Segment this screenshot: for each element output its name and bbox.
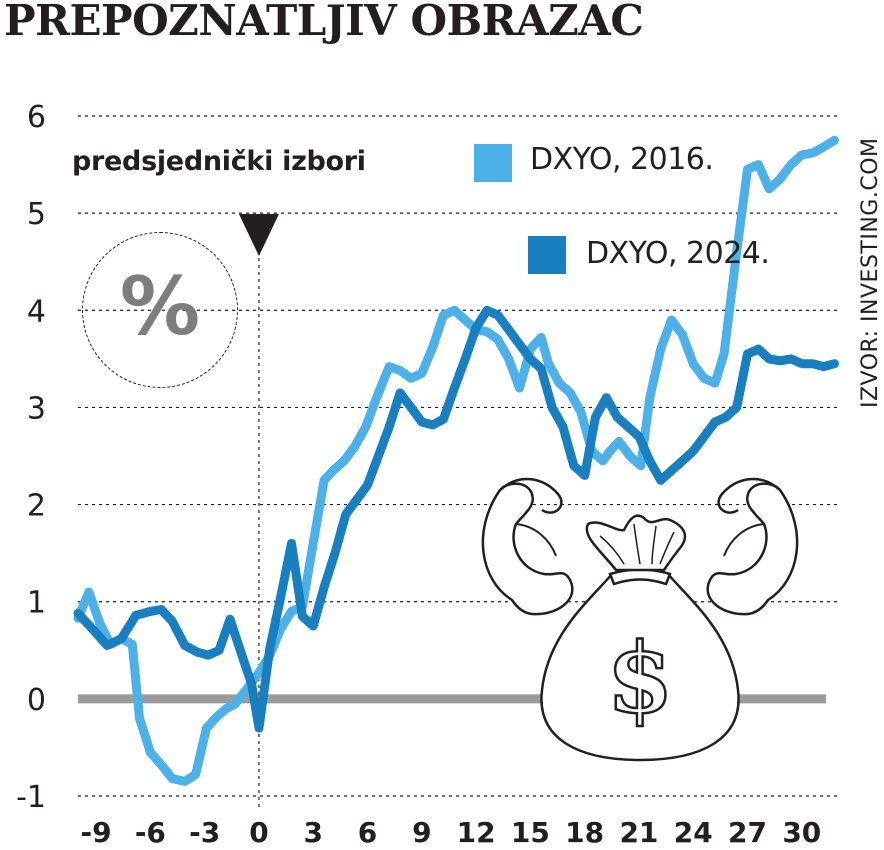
x-tick-label: 24: [674, 816, 713, 849]
y-tick-label: 1: [27, 586, 46, 621]
election-annotation: predsjednički izbori: [72, 146, 366, 177]
x-tick-label: -3: [189, 816, 220, 849]
x-tick-label: 21: [619, 816, 658, 849]
x-tick-label: 9: [412, 816, 431, 849]
legend-label-2024: DXYO, 2024.: [586, 236, 770, 271]
x-tick-label: 12: [457, 816, 496, 849]
y-axis-ticks: -1 0 1 2 3 4 5 6: [16, 100, 46, 815]
svg-text:$: $: [607, 622, 674, 735]
x-tick-label: 3: [303, 816, 322, 849]
series-line-2016: [73, 135, 839, 786]
x-tick-label: 0: [249, 816, 268, 849]
x-tick-label: 15: [511, 816, 550, 849]
percent-sign: %: [119, 260, 201, 353]
x-tick-label: -9: [81, 816, 112, 849]
series-layer: [73, 135, 839, 786]
y-tick-label: 5: [27, 197, 46, 232]
y-tick-label: 4: [27, 294, 46, 329]
percent-badge: %: [82, 232, 238, 388]
election-marker-triangle: [238, 214, 279, 256]
x-tick-label: 6: [358, 816, 377, 849]
y-tick-label: -1: [16, 780, 46, 815]
x-tick-label: -6: [135, 816, 166, 849]
y-tick-label: 2: [27, 489, 46, 524]
legend-label-2016: DXYO, 2016.: [530, 142, 714, 177]
event-marker-layer: [238, 214, 279, 808]
series-line-2024: [73, 305, 839, 733]
legend-swatch-2016: [474, 144, 512, 182]
x-axis-ticks: -9 -6 -3 0 3 6 9 12 15 18 21 24 27 30: [81, 816, 822, 849]
x-tick-label: 30: [782, 816, 821, 849]
x-tick-label: 27: [728, 816, 767, 849]
y-tick-label: 3: [27, 391, 46, 426]
x-tick-label: 18: [565, 816, 604, 849]
source-credit: IZVOR: INVESTING.COM: [858, 88, 884, 409]
legend-swatch-2024: [528, 236, 566, 274]
money-bag-illustration: $: [481, 477, 799, 762]
source-text: IZVOR: INVESTING.COM: [858, 137, 883, 409]
chart-title: PREPOZNATLJIV OBRAZAC: [4, 0, 644, 45]
y-tick-label: 6: [27, 100, 46, 135]
y-tick-label: 0: [27, 683, 46, 718]
